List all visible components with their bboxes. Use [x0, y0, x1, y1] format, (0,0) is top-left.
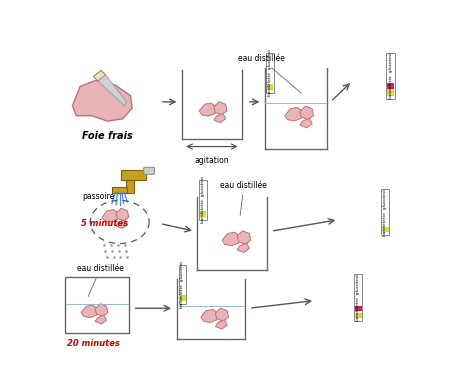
- Polygon shape: [237, 243, 249, 252]
- Polygon shape: [222, 232, 240, 246]
- FancyBboxPatch shape: [144, 167, 155, 174]
- Bar: [381, 189, 390, 235]
- Polygon shape: [116, 208, 129, 221]
- Bar: [267, 84, 273, 89]
- Bar: [386, 53, 395, 99]
- Text: bandelette  glucotest: bandelette glucotest: [389, 52, 392, 99]
- Bar: [199, 180, 207, 220]
- Text: bandelette  glucotest: bandelette glucotest: [181, 261, 184, 308]
- Bar: [179, 295, 186, 301]
- Polygon shape: [237, 231, 251, 244]
- Polygon shape: [285, 108, 302, 121]
- Bar: [200, 211, 206, 217]
- Text: bandelette  glucotest: bandelette glucotest: [383, 188, 387, 236]
- Polygon shape: [93, 70, 106, 81]
- Polygon shape: [116, 220, 128, 228]
- Bar: [355, 313, 362, 318]
- Bar: [112, 187, 128, 193]
- Text: bandelette  glucotest: bandelette glucotest: [201, 176, 205, 223]
- Polygon shape: [214, 102, 227, 115]
- Polygon shape: [215, 308, 228, 321]
- Text: bandelette  glucotest: bandelette glucotest: [356, 274, 360, 321]
- Polygon shape: [214, 113, 226, 123]
- Polygon shape: [102, 209, 118, 222]
- Text: agitation: agitation: [195, 156, 229, 165]
- Polygon shape: [300, 106, 313, 120]
- Bar: [354, 274, 362, 321]
- Bar: [65, 277, 129, 333]
- Polygon shape: [215, 320, 227, 329]
- Text: Foie frais: Foie frais: [82, 131, 133, 141]
- Bar: [266, 53, 274, 92]
- Polygon shape: [95, 304, 108, 316]
- Bar: [387, 84, 394, 89]
- Text: 5 minutes: 5 minutes: [81, 219, 128, 228]
- Text: bandelette  glucotest: bandelette glucotest: [268, 49, 272, 96]
- Bar: [382, 227, 389, 232]
- Polygon shape: [73, 80, 132, 121]
- Bar: [179, 265, 186, 304]
- Text: 20 minutes: 20 minutes: [67, 339, 120, 348]
- Text: passoire: passoire: [82, 192, 115, 201]
- Bar: [126, 180, 134, 193]
- Polygon shape: [199, 103, 217, 116]
- Text: eau distillée: eau distillée: [220, 181, 267, 216]
- Polygon shape: [300, 118, 312, 128]
- Bar: [121, 170, 146, 180]
- Text: eau distillée: eau distillée: [237, 54, 301, 93]
- Bar: [355, 306, 362, 311]
- Polygon shape: [201, 309, 218, 322]
- Polygon shape: [95, 315, 107, 324]
- Polygon shape: [98, 75, 127, 106]
- Text: eau distillée: eau distillée: [77, 264, 124, 296]
- Polygon shape: [81, 305, 98, 318]
- Bar: [387, 90, 394, 96]
